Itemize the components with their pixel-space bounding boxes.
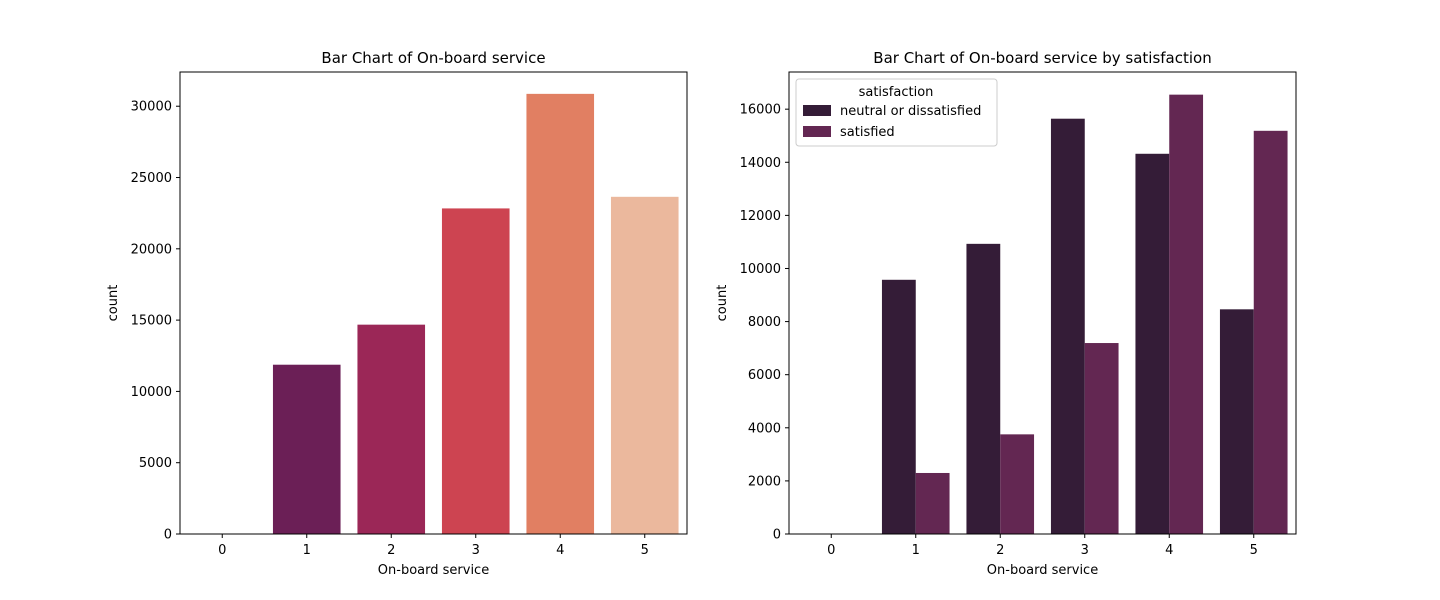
chart-title: Bar Chart of On-board service by satisfa… (873, 49, 1211, 67)
y-tick-label: 0 (164, 528, 172, 543)
y-tick-label: 0 (773, 528, 781, 543)
bar (272, 364, 341, 534)
bars (797, 94, 1288, 535)
bar (915, 472, 950, 534)
y-tick-label: 2000 (748, 474, 781, 489)
bar (1219, 309, 1254, 534)
bar (526, 93, 595, 535)
legend-label: neutral or dissatisfied (840, 104, 981, 119)
legend-title: satisfaction (859, 85, 934, 100)
legend-label: satisfied (840, 125, 895, 140)
x-tick-label: 0 (827, 543, 835, 558)
x-tick-label: 4 (1165, 543, 1173, 558)
x-tick-label: 3 (472, 543, 480, 558)
chart-panel-2: 0 1 2 3 4 5 0 2000 4000 6000 8000 10000 12000 14000 16… (715, 49, 1297, 578)
y-tick-label: 10000 (740, 262, 781, 277)
legend-swatch (803, 126, 831, 137)
x-tick-label: 1 (303, 543, 311, 558)
y-tick-label: 15000 (131, 314, 172, 329)
bar (1084, 343, 1119, 534)
bars (188, 93, 679, 535)
chart-panel-1: 0 1 2 3 4 5 0 5000 10000 15000 20000 25000 30000 On-b… (106, 49, 688, 578)
chart-title: Bar Chart of On-board service (321, 49, 545, 67)
y-tick-label: 20000 (131, 242, 172, 257)
bar (1253, 130, 1288, 534)
bar (1135, 153, 1170, 534)
x-tick-label: 3 (1081, 543, 1089, 558)
x-tick-label: 5 (1250, 543, 1258, 558)
x-axis-label: On-board service (378, 563, 489, 578)
bar (1000, 434, 1035, 534)
x-axis-label: On-board service (987, 563, 1098, 578)
y-tick-label: 25000 (131, 171, 172, 186)
bar (966, 243, 1001, 534)
y-tick-label: 4000 (748, 421, 781, 436)
x-tick-label: 2 (387, 543, 395, 558)
plot-frame (179, 71, 688, 535)
x-tick-label: 4 (556, 543, 564, 558)
plot-frame (788, 71, 1297, 535)
y-tick-label: 12000 (740, 209, 781, 224)
y-tick-label: 8000 (748, 315, 781, 330)
y-tick-label: 10000 (131, 385, 172, 400)
y-axis-label: count (106, 285, 121, 322)
bar (357, 324, 426, 534)
x-tick-label: 0 (218, 543, 226, 558)
legend-swatch (803, 105, 831, 116)
bar (1169, 94, 1204, 535)
y-tick-label: 16000 (740, 103, 781, 118)
y-tick-label: 30000 (131, 100, 172, 115)
x-tick-label: 1 (912, 543, 920, 558)
y-tick-label: 6000 (748, 368, 781, 383)
bar (881, 279, 916, 534)
bar (610, 196, 679, 534)
x-tick-label: 2 (996, 543, 1004, 558)
y-tick-label: 5000 (139, 456, 172, 471)
bar (1050, 118, 1085, 534)
y-tick-label: 14000 (740, 156, 781, 171)
bar (441, 208, 510, 535)
x-tick-label: 5 (641, 543, 649, 558)
legend: satisfaction neutral or dissatisfied satis… (795, 78, 998, 147)
legend-box (795, 78, 998, 147)
y-axis-label: count (715, 285, 730, 322)
